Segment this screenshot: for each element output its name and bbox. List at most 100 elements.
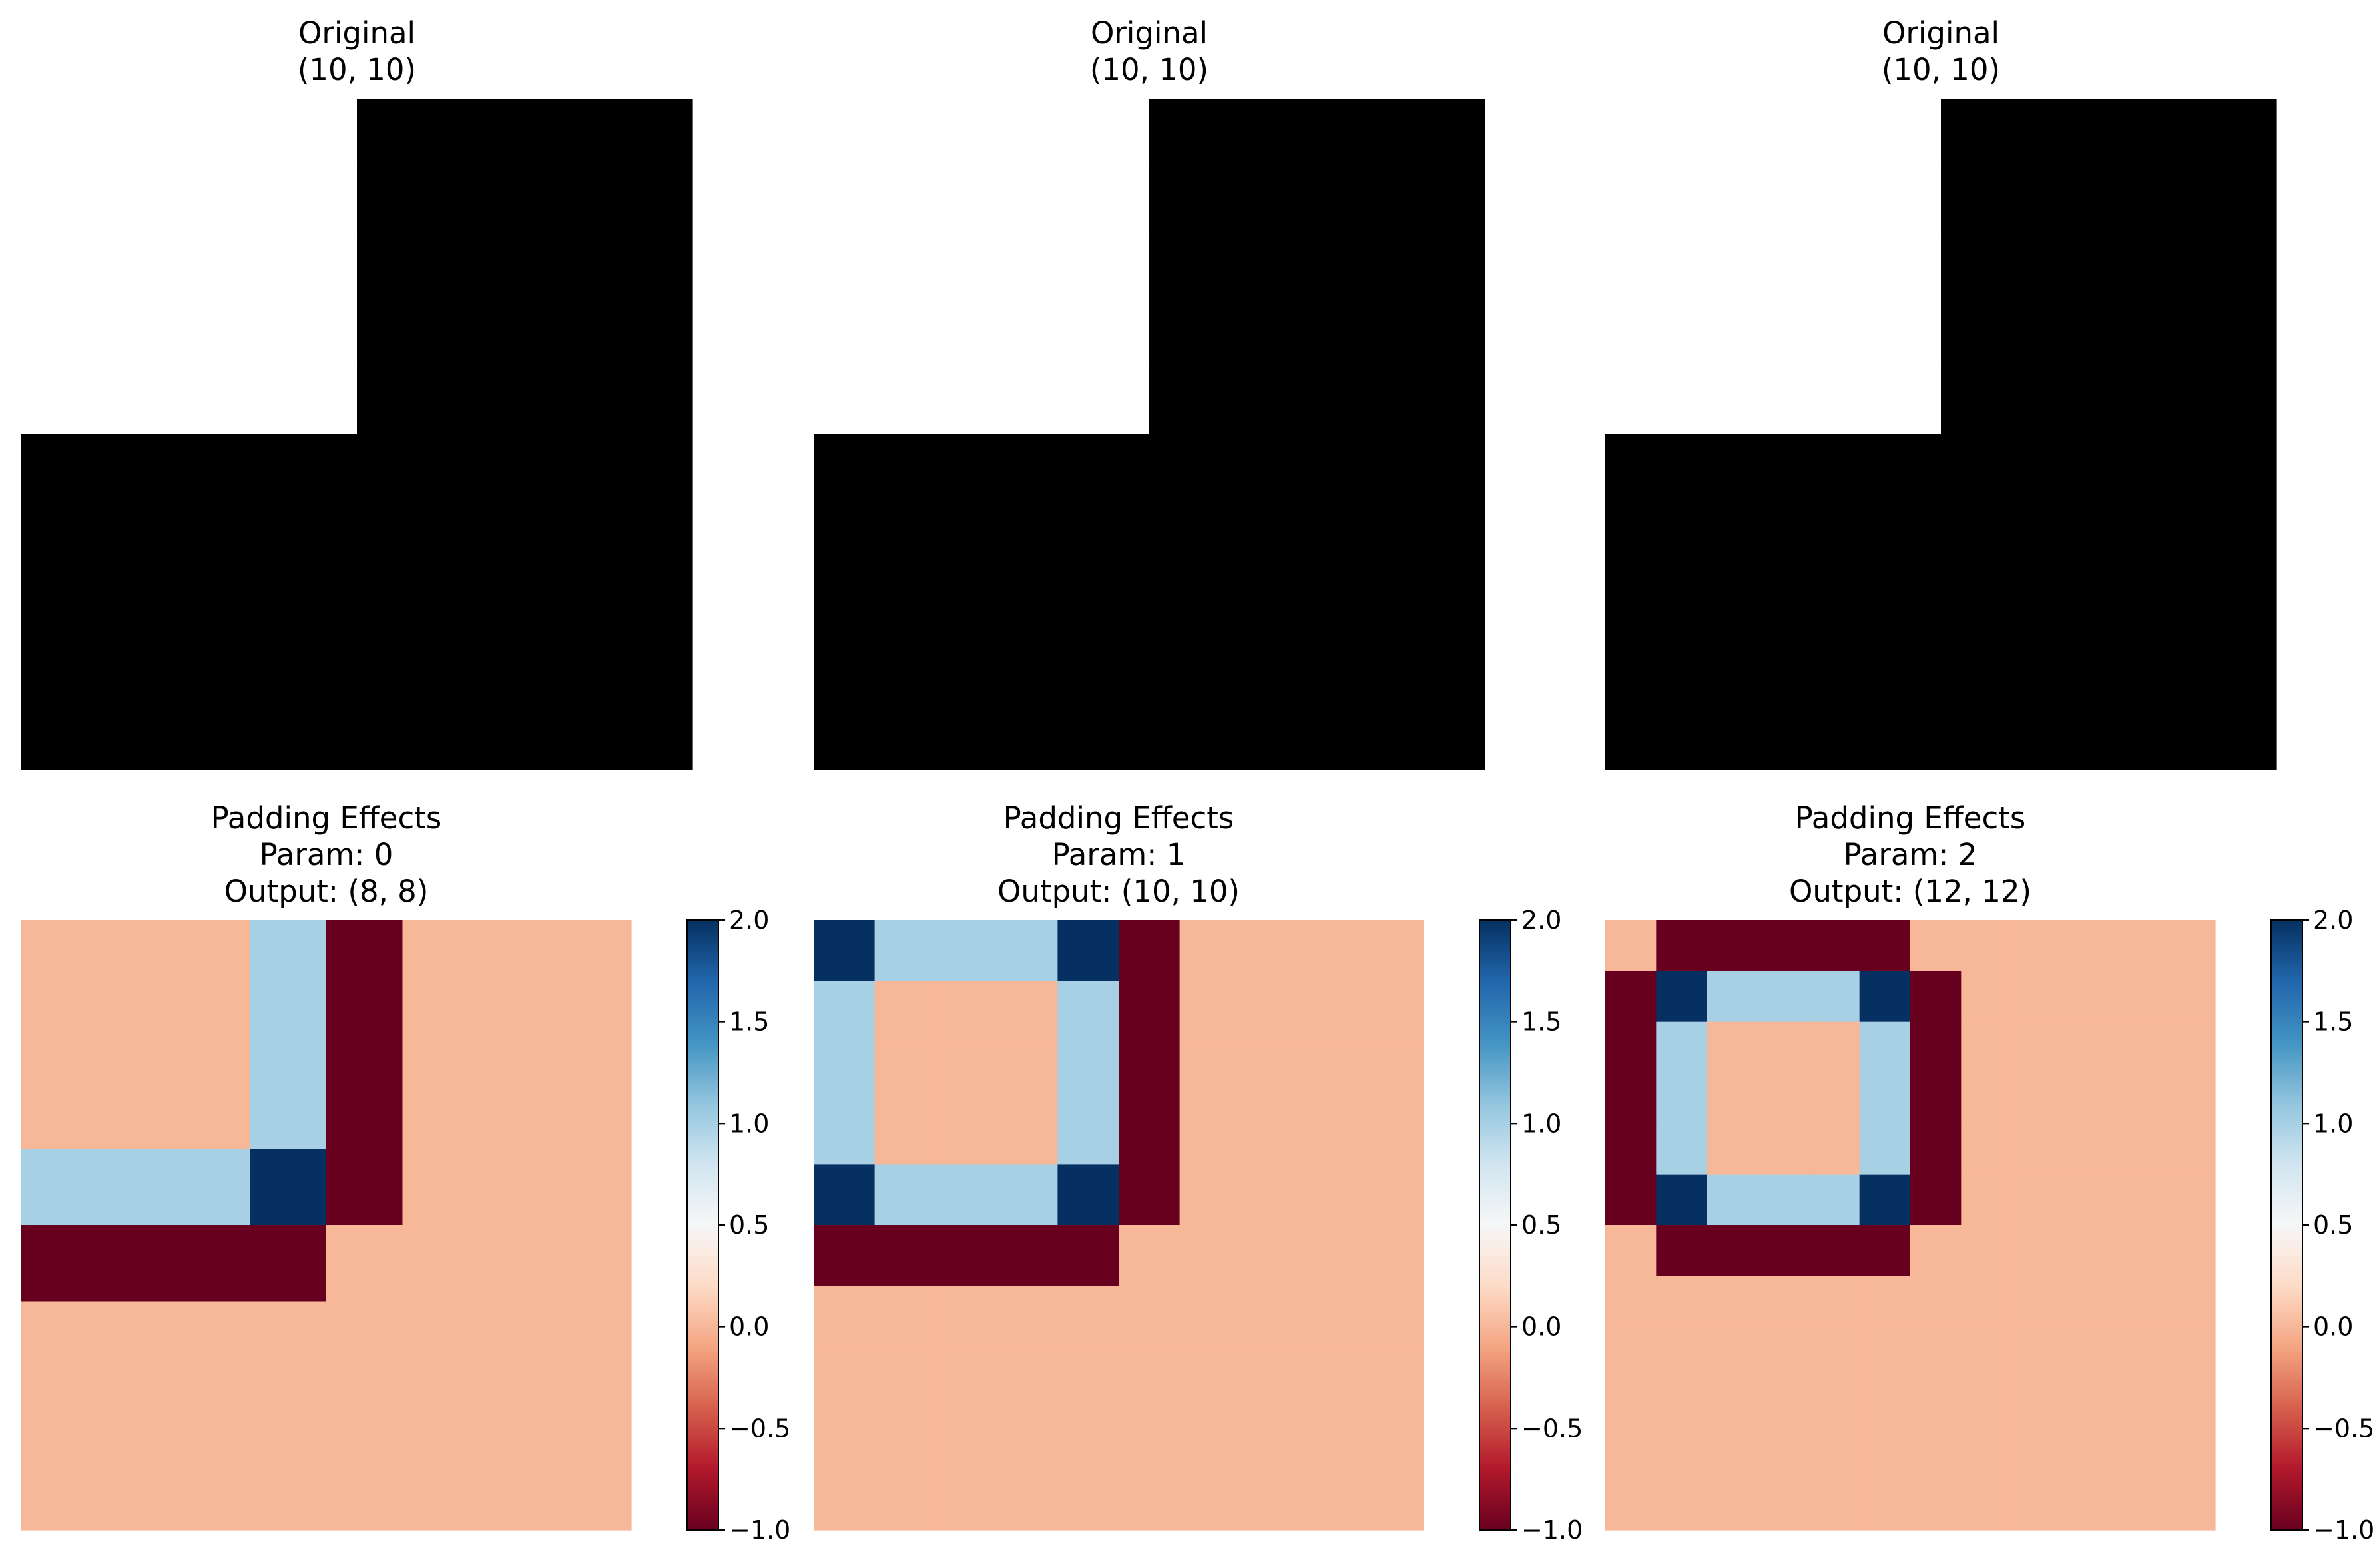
original-pixel — [1605, 300, 1673, 368]
colorbar-segment — [1479, 1214, 1511, 1218]
colorbar-segment — [1479, 1311, 1511, 1315]
colorbar-segment — [1479, 983, 1511, 987]
colorbar-segment — [687, 1052, 718, 1055]
colorbar-tick-label: 2.0 — [1521, 906, 1561, 935]
original-pixel — [491, 434, 559, 502]
colorbar-segment — [1479, 1232, 1511, 1236]
original-pixel — [2142, 702, 2210, 770]
colorbar-segment — [2271, 991, 2302, 995]
colorbar-segment — [687, 1227, 718, 1231]
original-pixel — [290, 232, 358, 300]
colorbar-segment — [1479, 1151, 1511, 1155]
heatmap-cell — [2063, 920, 2114, 971]
colorbar-segment — [1479, 1466, 1511, 1469]
colorbar-segment — [2271, 1311, 2302, 1315]
original-pixel — [357, 434, 425, 502]
heatmap-cell — [2063, 1174, 2114, 1226]
colorbar-segment — [2271, 1141, 2302, 1145]
original-pixel — [1605, 635, 1673, 703]
colorbar-segment — [2271, 1192, 2302, 1195]
colorbar-segment — [687, 1459, 718, 1462]
original-pixel — [1874, 232, 1942, 300]
colorbar-segment — [687, 1364, 718, 1368]
colorbar-segment — [687, 1034, 718, 1038]
colorbar-segment — [687, 1260, 718, 1264]
colorbar-segment — [2271, 1156, 2302, 1160]
colorbar-segment — [687, 1436, 718, 1439]
original-pixel — [88, 367, 156, 435]
colorbar-segment — [1479, 937, 1511, 941]
heatmap-cell — [874, 1408, 936, 1469]
original-pixel — [1672, 367, 1740, 435]
colorbar-segment — [1479, 1491, 1511, 1495]
colorbar-segment — [2271, 1029, 2302, 1033]
colorbar-segment — [1479, 1039, 1511, 1043]
colorbar-segment — [687, 1220, 718, 1223]
original-pixel — [290, 434, 358, 502]
colorbar-segment — [687, 1167, 718, 1170]
original-pixel — [1874, 300, 1942, 368]
colorbar-segment — [687, 1350, 718, 1353]
original-pixel — [423, 635, 492, 703]
original-pixel — [1806, 99, 1874, 166]
colorbar-segment — [2271, 1090, 2302, 1094]
colorbar-segment — [2271, 1276, 2302, 1279]
colorbar-segment — [687, 1067, 718, 1071]
colorbar-segment — [1479, 1179, 1511, 1182]
heatmap-cell — [21, 920, 99, 997]
colorbar-segment — [687, 1443, 718, 1447]
original-pixel — [558, 434, 626, 502]
colorbar-segment — [1479, 1316, 1511, 1320]
colorbar-segment — [2271, 1372, 2302, 1376]
colorbar-segment — [687, 1141, 718, 1145]
original-pixel — [1149, 434, 1217, 502]
original-pixel — [625, 434, 693, 502]
heatmap-cell — [1808, 1123, 1860, 1175]
colorbar-tick-label: 0.0 — [2313, 1312, 2353, 1342]
original-pixel — [21, 367, 89, 435]
colorbar-segment — [687, 1413, 718, 1416]
original-pixel — [290, 635, 358, 703]
heatmap-cell — [1057, 1469, 1119, 1531]
colorbar-segment — [2271, 1121, 2302, 1124]
heatmap-cell — [250, 1225, 327, 1302]
heatmap-cell — [2063, 1021, 2114, 1073]
original-pixel — [1082, 568, 1150, 636]
colorbar-segment — [2271, 1065, 2302, 1068]
colorbar-segment — [687, 1280, 718, 1284]
original-pixel — [2007, 568, 2076, 636]
colorbar-segment — [687, 1385, 718, 1388]
original-pixel — [1350, 165, 1418, 234]
original-pixel — [155, 367, 223, 435]
colorbar-segment — [1479, 1276, 1511, 1279]
heatmap-cell — [1240, 1042, 1302, 1104]
colorbar-segment — [1479, 1306, 1511, 1310]
heatmap-cell — [996, 1103, 1058, 1165]
colorbar-segment — [2271, 1326, 2302, 1330]
original-pixel — [155, 501, 223, 569]
colorbar-segment — [687, 1522, 718, 1525]
colorbar-segment — [687, 1339, 718, 1343]
colorbar-segment — [2271, 1380, 2302, 1384]
colorbar-segment — [1479, 1174, 1511, 1178]
original-pixel — [2209, 367, 2277, 435]
colorbar-segment — [687, 1344, 718, 1348]
colorbar-segment — [687, 1171, 718, 1175]
heatmap-cell — [402, 1149, 479, 1226]
original-pixel — [1418, 232, 1485, 300]
colorbar-segment — [2271, 1322, 2302, 1325]
heatmap-cell — [1758, 920, 1809, 971]
colorbar-segment — [687, 1342, 718, 1345]
heatmap-cell — [1961, 1326, 2013, 1378]
heatmap-cell — [935, 1286, 997, 1348]
original-pixel — [1874, 434, 1942, 502]
colorbar-segment — [1479, 1354, 1511, 1358]
heatmap-cell — [479, 1301, 556, 1378]
colorbar-tick-label: 0.0 — [729, 1312, 769, 1342]
colorbar-segment — [1479, 1476, 1511, 1480]
colorbar-segment — [1479, 1443, 1511, 1447]
colorbar-segment — [2271, 1136, 2302, 1139]
heatmap-cell — [2063, 1225, 2114, 1276]
colorbar-segment — [1479, 927, 1511, 931]
